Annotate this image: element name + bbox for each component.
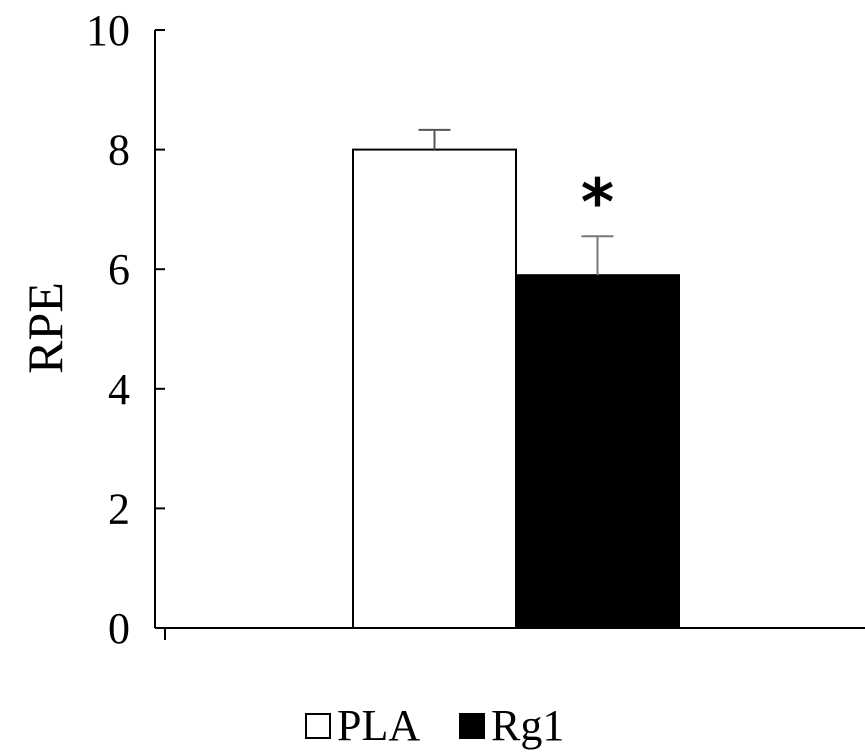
bars: * — [352, 128, 680, 629]
y-axis-ticks: 0 2 4 6 8 10 — [86, 6, 165, 653]
bar-pla — [352, 148, 517, 629]
bar-rg1 — [515, 274, 680, 629]
legend-swatch-pla — [305, 713, 331, 739]
y-tick-label: 10 — [86, 6, 130, 55]
axes — [154, 30, 865, 640]
y-axis-label: RPE — [17, 282, 73, 374]
legend-label-rg1: Rg1 — [491, 701, 564, 750]
legend: PLA Rg1 — [305, 701, 564, 750]
y-tick-label: 4 — [108, 365, 130, 414]
legend-label-pla: PLA — [337, 701, 420, 750]
y-tick-label: 6 — [108, 245, 130, 294]
y-tick-label: 0 — [108, 604, 130, 653]
significance-marker: * — [581, 166, 614, 240]
y-tick-label: 8 — [108, 126, 130, 175]
y-tick-label: 2 — [108, 484, 130, 533]
legend-swatch-rg1 — [459, 713, 485, 739]
